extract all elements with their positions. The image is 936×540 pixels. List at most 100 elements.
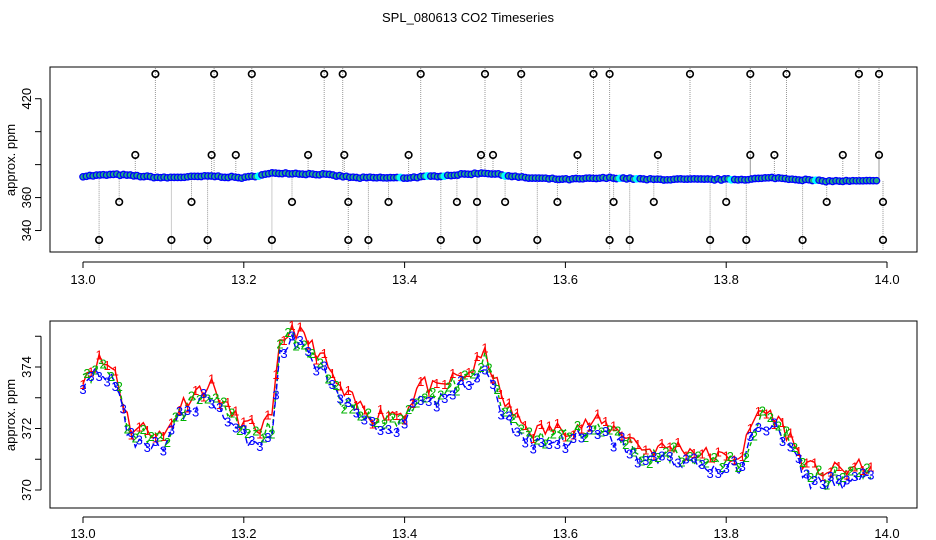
series-point-3: 3 [280,346,287,361]
series-point-1: 1 [288,318,295,333]
series-point-3: 3 [570,431,577,446]
series-point-1: 1 [473,349,480,364]
series-point-2: 2 [228,406,235,421]
outlier-point [685,69,695,79]
series-point-1: 1 [128,427,135,442]
y-tick-label: 372 [19,418,34,440]
series-point-3: 3 [264,430,271,445]
series-point-2: 2 [437,388,444,403]
outlier-point [605,235,614,245]
series-point-1: 1 [200,390,207,405]
outlier-point [452,197,462,207]
series-point-2: 2 [783,423,790,438]
series-point-2: 2 [807,470,814,485]
series-point-3: 3 [755,420,762,435]
series-point-3: 3 [803,466,810,481]
outlier-point [340,150,349,160]
x-tick-label: 13.0 [70,526,95,540]
series-point-1: 1 [626,430,633,445]
series-point-3: 3 [136,432,143,447]
outlier-point [878,235,888,245]
series-point-2: 2 [252,424,259,439]
series-point-3: 3 [690,450,697,465]
series-point-1: 1 [377,402,384,417]
outlier-point [344,197,353,207]
outlier-point [874,150,884,160]
series-point-3: 3 [610,439,617,454]
series-point-2: 2 [815,462,822,477]
series-point-2: 2 [743,450,750,465]
series-point-3: 3 [224,415,231,430]
series-point-3: 3 [337,392,344,407]
series-point-3: 3 [731,454,738,469]
series-point-2: 2 [509,411,516,426]
series-point-2: 2 [526,424,533,439]
series-point-3: 3 [698,457,705,472]
series-point-2: 2 [694,449,701,464]
series-point-3: 3 [554,437,561,452]
x-tick-label: 13.2 [231,526,256,540]
series-point-2: 2 [276,336,283,351]
series-point-3: 3 [377,423,384,438]
series-point-3: 3 [321,359,328,374]
series-point-1: 1 [184,400,191,415]
series-point-2: 2 [558,427,565,442]
series-point-2: 2 [662,445,669,460]
series-point-2: 2 [244,426,251,441]
series-point-2: 2 [493,382,500,397]
outlier-point [436,235,445,245]
series-point-3: 3 [353,406,360,421]
outlier-point [573,150,582,160]
series-point-2: 2 [116,379,123,394]
series-point-1: 1 [803,455,810,470]
series-point-1: 1 [449,366,456,381]
series-point-2: 2 [614,423,621,438]
outlier-point [488,150,498,160]
series-point-2: 2 [574,418,581,433]
series-point-2: 2 [300,338,307,353]
series-point-2: 2 [686,449,693,464]
series-point-1: 1 [787,426,794,441]
series-point-3: 3 [433,399,440,414]
series-point-1: 1 [522,418,529,433]
series-point-2: 2 [453,383,460,398]
x-tick-label: 13.8 [714,272,739,287]
series-point-3: 3 [489,377,496,392]
series-point-3: 3 [216,400,223,415]
series-point-1: 1 [385,408,392,423]
series-point-1: 1 [827,465,834,480]
series-point-2: 2 [124,422,131,437]
series-point-3: 3 [522,435,529,450]
outlier-point [115,197,124,207]
series-point-2: 2 [196,392,203,407]
outlier-point [605,69,614,79]
outlier-point [338,69,347,79]
series-point-2: 2 [606,423,613,438]
series-point-1: 1 [530,431,537,446]
series-point-3: 3 [618,430,625,445]
series-point-1: 1 [481,340,488,355]
series-point-1: 1 [634,437,641,452]
series-point-3: 3 [602,424,609,439]
series-point-1: 1 [112,363,119,378]
series-point-2: 2 [292,339,299,354]
series-point-3: 3 [851,469,858,484]
series-point-3: 3 [538,435,545,450]
series-point-1: 1 [224,395,231,410]
series-point-1: 1 [152,431,159,446]
series-point-2: 2 [91,363,98,378]
series-point-2: 2 [759,403,766,418]
series-point-2: 2 [172,410,179,425]
series-point-1: 1 [578,422,585,437]
outlier-point [722,197,731,207]
series-point-3: 3 [497,408,504,423]
series-point-3: 3 [650,449,657,464]
series-point-1: 1 [650,449,657,464]
series-point-2: 2 [413,395,420,410]
series-point-1: 1 [763,407,770,422]
series-point-1: 1 [256,427,263,442]
outlier-point [472,235,482,245]
series-point-1: 1 [819,469,826,484]
series-point-2: 2 [461,368,468,383]
outlier-point [131,150,140,160]
